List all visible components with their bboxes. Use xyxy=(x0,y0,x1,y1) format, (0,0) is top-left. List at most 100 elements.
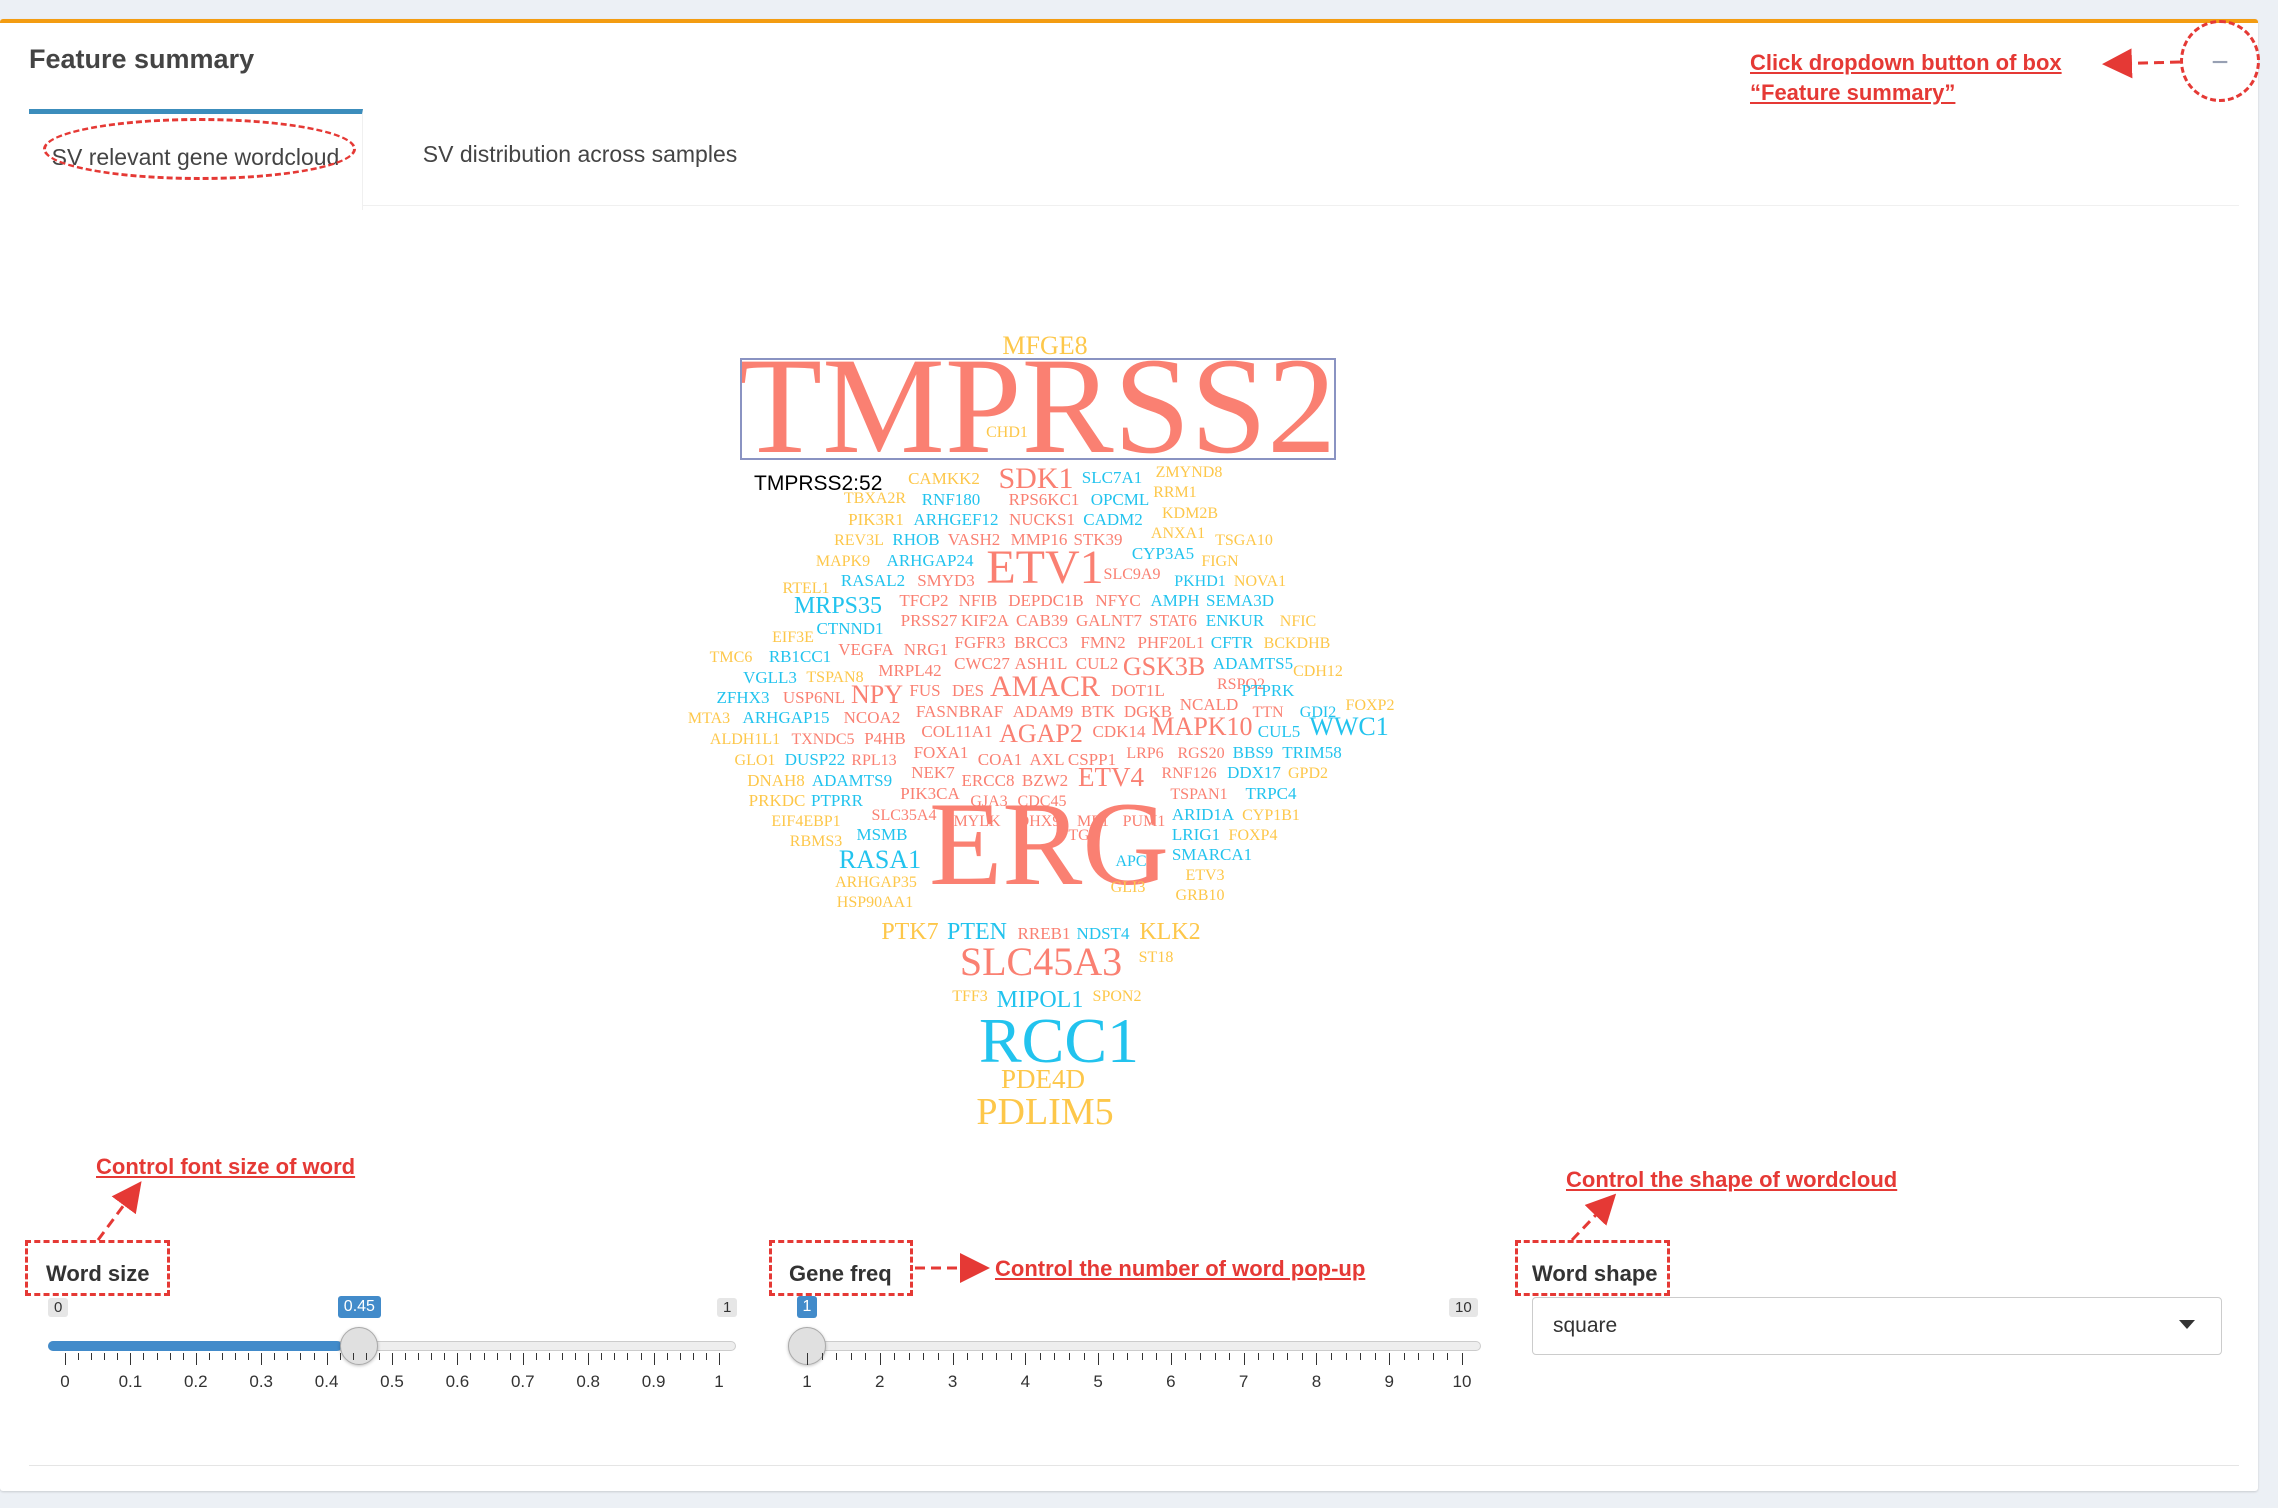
ws-tick xyxy=(392,1353,393,1365)
gf-minor-tick xyxy=(1200,1353,1201,1360)
ws-tick-label: 1 xyxy=(714,1372,724,1391)
word-shape-select[interactable]: square xyxy=(1532,1297,2222,1355)
gf-tick-label: 9 xyxy=(1384,1372,1394,1391)
word-shape-value: square xyxy=(1553,1314,1618,1337)
gf-minor-tick xyxy=(1258,1353,1260,1360)
ws-minor-tick xyxy=(352,1353,354,1360)
ws-minor-tick xyxy=(705,1353,707,1360)
word-size-max: 1 xyxy=(717,1298,738,1317)
word-hover-highlight xyxy=(740,358,1336,460)
ws-minor-tick xyxy=(614,1353,616,1360)
gf-tick-label: 5 xyxy=(1093,1372,1103,1391)
gene-freq-label: Gene freq xyxy=(789,1261,892,1286)
ws-minor-tick xyxy=(117,1353,119,1360)
ws-minor-tick xyxy=(208,1353,210,1360)
gf-minor-tick xyxy=(981,1353,983,1360)
annotation-box-gene-freq xyxy=(769,1240,913,1296)
ws-minor-tick xyxy=(470,1353,472,1360)
gf-tick xyxy=(1170,1353,1172,1365)
ws-minor-tick xyxy=(418,1353,420,1360)
word-tooltip: TMPRSS2:52 xyxy=(754,472,883,495)
ws-minor-tick xyxy=(405,1353,407,1360)
gf-tick xyxy=(1243,1353,1245,1365)
ws-minor-tick xyxy=(562,1353,564,1360)
ws-minor-tick xyxy=(535,1353,537,1360)
gf-tick-label: 2 xyxy=(875,1372,885,1391)
ws-tick xyxy=(326,1353,328,1365)
gf-tick xyxy=(1316,1353,1318,1365)
ws-minor-tick xyxy=(313,1353,315,1360)
gf-minor-tick xyxy=(967,1353,969,1360)
gf-tick xyxy=(1025,1353,1027,1365)
ws-minor-tick xyxy=(627,1353,629,1360)
gf-minor-tick xyxy=(1418,1353,1420,1360)
word-size-fill xyxy=(48,1341,343,1351)
gf-minor-tick xyxy=(1301,1353,1303,1360)
ws-tick-label: 0.2 xyxy=(183,1372,208,1391)
word-size-label: Word size xyxy=(46,1261,150,1286)
gf-minor-tick xyxy=(1112,1353,1114,1360)
annotation-shape: Control the shape of wordcloud xyxy=(1566,1167,1898,1192)
ws-minor-tick xyxy=(91,1353,93,1360)
ws-tick xyxy=(65,1353,66,1365)
ws-tick xyxy=(719,1353,720,1365)
ws-minor-tick xyxy=(444,1353,446,1360)
annotation-circle-tab xyxy=(43,118,356,180)
gf-tick-label: 10 xyxy=(1452,1372,1472,1391)
gf-minor-tick xyxy=(865,1353,867,1360)
box-title: Feature summary xyxy=(29,44,255,74)
gf-tick xyxy=(1098,1353,1100,1365)
gf-tick-label: 8 xyxy=(1311,1372,1322,1391)
gene-freq-track[interactable] xyxy=(793,1341,1481,1351)
annotation-font-size: Control font size of word xyxy=(96,1154,356,1179)
chevron-down-icon xyxy=(2179,1320,2195,1329)
gf-minor-tick xyxy=(1010,1353,1012,1360)
ws-tick-label: 0.8 xyxy=(576,1372,601,1391)
ws-tick xyxy=(195,1353,197,1365)
gf-minor-tick xyxy=(1331,1353,1332,1360)
gf-minor-tick xyxy=(850,1353,852,1360)
gf-tick xyxy=(952,1353,954,1365)
ws-minor-tick xyxy=(509,1353,511,1360)
ws-minor-tick xyxy=(235,1353,237,1360)
tab-bar: SV relevant gene wordcloud SV distributi… xyxy=(29,109,2239,210)
ws-minor-tick xyxy=(640,1353,642,1360)
ws-minor-tick xyxy=(431,1353,433,1360)
ws-minor-tick xyxy=(365,1353,367,1360)
ws-minor-tick xyxy=(692,1353,694,1360)
gf-minor-tick xyxy=(821,1353,823,1360)
ws-minor-tick xyxy=(679,1353,681,1360)
annotation-circle-collapse xyxy=(2180,20,2260,102)
ws-minor-tick xyxy=(221,1353,223,1360)
gf-minor-tick xyxy=(1345,1353,1347,1360)
gf-minor-tick xyxy=(938,1353,939,1360)
gf-tick xyxy=(1462,1353,1463,1365)
gf-minor-tick xyxy=(1127,1353,1129,1360)
gf-minor-tick xyxy=(894,1353,896,1360)
gf-tick xyxy=(879,1353,881,1365)
gf-tick-label: 7 xyxy=(1238,1372,1249,1391)
ws-minor-tick xyxy=(666,1353,668,1360)
gf-minor-tick xyxy=(1432,1353,1434,1360)
gf-minor-tick xyxy=(1185,1353,1187,1360)
gf-minor-tick xyxy=(1360,1353,1362,1360)
ws-minor-tick xyxy=(483,1353,485,1360)
tab-sv-distribution[interactable]: SV distribution across samples xyxy=(422,141,738,167)
gf-minor-tick xyxy=(923,1353,925,1360)
gf-minor-tick xyxy=(1272,1353,1274,1360)
ws-minor-tick xyxy=(104,1353,106,1360)
gf-minor-tick xyxy=(908,1353,910,1360)
gene-freq-max: 10 xyxy=(1449,1298,1478,1317)
ws-minor-tick xyxy=(575,1353,577,1360)
gene-freq-value: 1 xyxy=(796,1296,818,1318)
ws-minor-tick xyxy=(378,1353,380,1360)
annotation-box-word-shape xyxy=(1515,1240,1670,1296)
ws-tick-label: 0.7 xyxy=(510,1372,535,1391)
gf-tick xyxy=(1389,1353,1391,1365)
word-size-min: 0 xyxy=(48,1298,69,1317)
word-size-handle[interactable] xyxy=(340,1327,379,1365)
ws-minor-tick xyxy=(339,1353,341,1360)
ws-minor-tick xyxy=(182,1353,184,1360)
ws-tick xyxy=(261,1353,263,1365)
ws-minor-tick xyxy=(287,1353,289,1360)
